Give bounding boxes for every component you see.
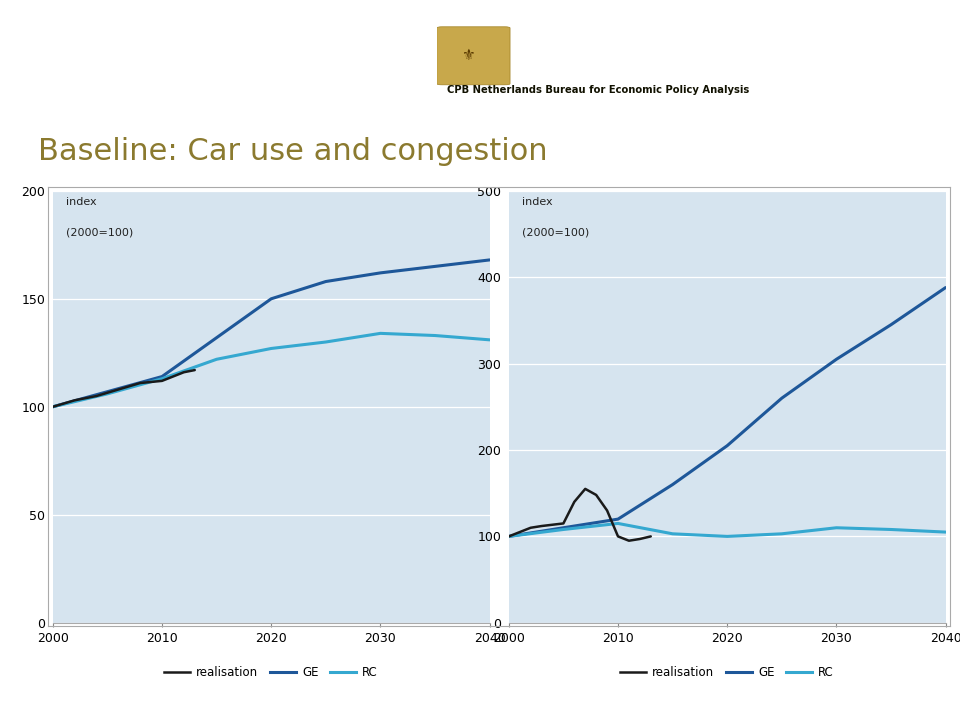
Legend: realisation, GE, RC: realisation, GE, RC	[159, 662, 383, 684]
FancyBboxPatch shape	[437, 27, 510, 85]
Legend: realisation, GE, RC: realisation, GE, RC	[615, 662, 839, 684]
Text: Baseline: Car use and congestion: Baseline: Car use and congestion	[38, 137, 548, 166]
Text: (2000=100): (2000=100)	[522, 228, 589, 238]
Text: index: index	[66, 197, 97, 207]
Text: index: index	[522, 197, 553, 207]
Text: Assessment Agency: Assessment Agency	[520, 64, 625, 74]
Text: PBL Netherlands Environmental: PBL Netherlands Environmental	[520, 31, 685, 41]
Text: (2000=100): (2000=100)	[66, 228, 133, 238]
Text: CPB Netherlands Bureau for Economic Policy Analysis: CPB Netherlands Bureau for Economic Poli…	[447, 85, 750, 95]
Text: ⚜: ⚜	[462, 48, 475, 63]
